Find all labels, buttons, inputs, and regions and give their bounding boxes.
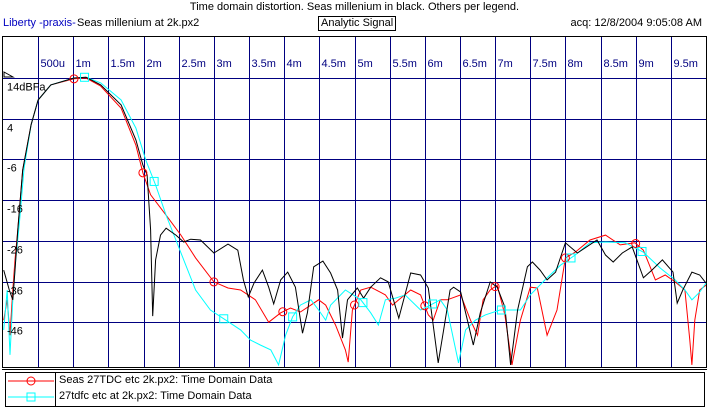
circle-marker bbox=[490, 282, 500, 292]
y-tick-label: 14dBFa bbox=[7, 82, 46, 94]
circle-marker bbox=[631, 238, 641, 248]
legend-label: 27tdfc etc at 2k.px2: Time Domain Data bbox=[59, 390, 252, 402]
x-tick-label: 3.5m bbox=[252, 58, 276, 70]
chart-title: Time domain distortion. Seas millenium i… bbox=[189, 1, 520, 13]
circle-marker bbox=[560, 253, 570, 263]
square-marker bbox=[358, 298, 368, 308]
y-tick-label: -26 bbox=[7, 245, 23, 257]
square-marker bbox=[149, 176, 159, 186]
x-tick-label: 500u bbox=[41, 58, 65, 70]
acquisition-timestamp: acq: 12/8/2004 9:05:08 AM bbox=[570, 17, 703, 29]
x-tick-label: 5.5m bbox=[393, 58, 417, 70]
legend-label: Seas 27TDC etc 2k.px2: Time Domain Data bbox=[59, 374, 273, 386]
circle-marker bbox=[138, 168, 148, 178]
circle-marker bbox=[278, 307, 288, 317]
x-tick-label: 4m bbox=[287, 58, 302, 70]
square-marker bbox=[428, 299, 438, 309]
square-marker bbox=[80, 72, 90, 82]
x-tick-label: 7m bbox=[498, 58, 513, 70]
x-tick-label: 9.5m bbox=[674, 58, 698, 70]
x-tick-label: 6m bbox=[428, 58, 443, 70]
x-tick-label: 4.5m bbox=[322, 58, 346, 70]
x-tick-label: 3m bbox=[217, 58, 232, 70]
x-tick-label: 9m bbox=[639, 58, 654, 70]
y-tick-label: -6 bbox=[7, 163, 17, 175]
square-marker bbox=[219, 314, 229, 324]
x-tick-label: 2m bbox=[147, 58, 162, 70]
series-line-0 bbox=[3, 76, 707, 365]
circle-marker-icon bbox=[8, 376, 54, 386]
legend: Seas 27TDC etc 2k.px2: Time Domain Data … bbox=[5, 372, 705, 407]
square-marker bbox=[566, 253, 576, 263]
legend-item-cyan[interactable]: 27tdfc etc at 2k.px2: Time Domain Data bbox=[6, 389, 704, 405]
plot-area: 500u 1m 1.5m 2m 2.5m 3m 3.5m 4m 4.5m 5m 5.5m 6m 6.5m… bbox=[2, 36, 707, 370]
x-tick-label: 2.5m bbox=[182, 58, 206, 70]
x-tick-label: 1m bbox=[76, 58, 91, 70]
series-line-1 bbox=[3, 77, 707, 365]
plot-frame bbox=[2, 36, 707, 368]
legend-divider bbox=[55, 373, 56, 406]
circle-marker bbox=[69, 74, 79, 84]
x-tick-label: 1.5m bbox=[111, 58, 135, 70]
legend-item-red[interactable]: Seas 27TDC etc 2k.px2: Time Domain Data bbox=[6, 373, 704, 389]
circle-marker bbox=[209, 277, 219, 287]
square-marker bbox=[496, 305, 506, 315]
y-tick-label: -16 bbox=[7, 204, 23, 216]
file-name: Seas millenium at 2k.px2 bbox=[77, 17, 200, 29]
y-tick-label: -36 bbox=[7, 286, 23, 298]
square-marker bbox=[637, 246, 647, 256]
reference-triangle-icon bbox=[3, 71, 15, 78]
x-tick-label: 7.5m bbox=[533, 58, 557, 70]
y-tick-label: -46 bbox=[7, 326, 23, 338]
square-marker bbox=[288, 312, 298, 322]
x-tick-label: 5m bbox=[358, 58, 373, 70]
x-tick-label: 8m bbox=[568, 58, 583, 70]
y-tick-label: 4 bbox=[7, 123, 13, 135]
analytic-signal-badge[interactable]: Analytic Signal bbox=[318, 16, 397, 31]
square-marker-icon bbox=[8, 392, 54, 402]
app-name: Liberty -praxis- bbox=[3, 17, 76, 29]
x-tick-label: 6.5m bbox=[463, 58, 487, 70]
x-tick-label: 8.5m bbox=[604, 58, 628, 70]
